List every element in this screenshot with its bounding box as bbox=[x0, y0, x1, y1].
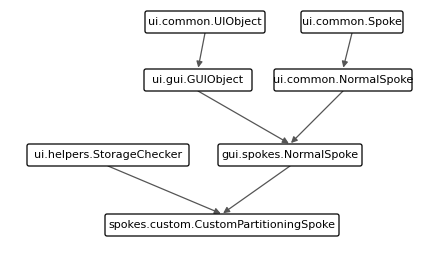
Text: spokes.custom.CustomPartitioningSpoke: spokes.custom.CustomPartitioningSpoke bbox=[109, 220, 335, 230]
Text: ui.common.UIObject: ui.common.UIObject bbox=[148, 17, 262, 27]
Text: ui.common.NormalSpoke: ui.common.NormalSpoke bbox=[273, 75, 413, 85]
FancyBboxPatch shape bbox=[301, 11, 403, 33]
Text: ui.common.Spoke: ui.common.Spoke bbox=[302, 17, 402, 27]
FancyBboxPatch shape bbox=[274, 69, 412, 91]
FancyBboxPatch shape bbox=[144, 69, 252, 91]
Text: gui.spokes.NormalSpoke: gui.spokes.NormalSpoke bbox=[222, 150, 358, 160]
Text: ui.gui.GUIObject: ui.gui.GUIObject bbox=[152, 75, 244, 85]
FancyBboxPatch shape bbox=[105, 214, 339, 236]
FancyBboxPatch shape bbox=[218, 144, 362, 166]
Text: ui.helpers.StorageChecker: ui.helpers.StorageChecker bbox=[34, 150, 182, 160]
FancyBboxPatch shape bbox=[27, 144, 189, 166]
FancyBboxPatch shape bbox=[145, 11, 265, 33]
